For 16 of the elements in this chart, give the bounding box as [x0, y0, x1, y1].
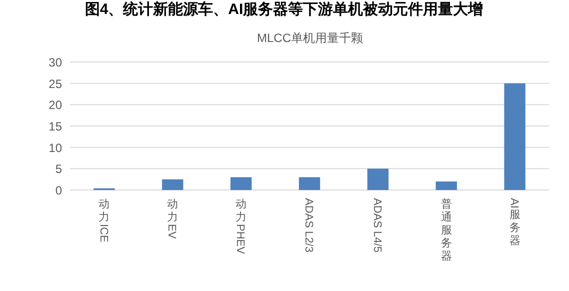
ytick: 30	[48, 56, 62, 70]
xtick: ADAS L2/3	[302, 198, 315, 252]
ytick: 25	[48, 76, 62, 91]
subtitle: MLCC单机用量千颗	[257, 31, 363, 45]
xtick: AI服务器	[508, 198, 520, 248]
xtick: 动力EV	[166, 198, 178, 239]
ytick: 15	[48, 120, 62, 134]
ytick: 5	[55, 162, 62, 176]
ytick: 20	[48, 98, 62, 112]
xtick: ADAS L4/5	[370, 198, 383, 252]
xtick: 动力ICE	[97, 198, 110, 242]
xtick: 普通服务器	[440, 198, 452, 263]
xtick: 动力PHEV	[234, 198, 247, 254]
ytick: 10	[48, 140, 62, 155]
title: 图4、统计新能源车、AI服务器等下游单机被动元件用量大增	[84, 1, 484, 18]
ytick: 0	[55, 184, 62, 198]
